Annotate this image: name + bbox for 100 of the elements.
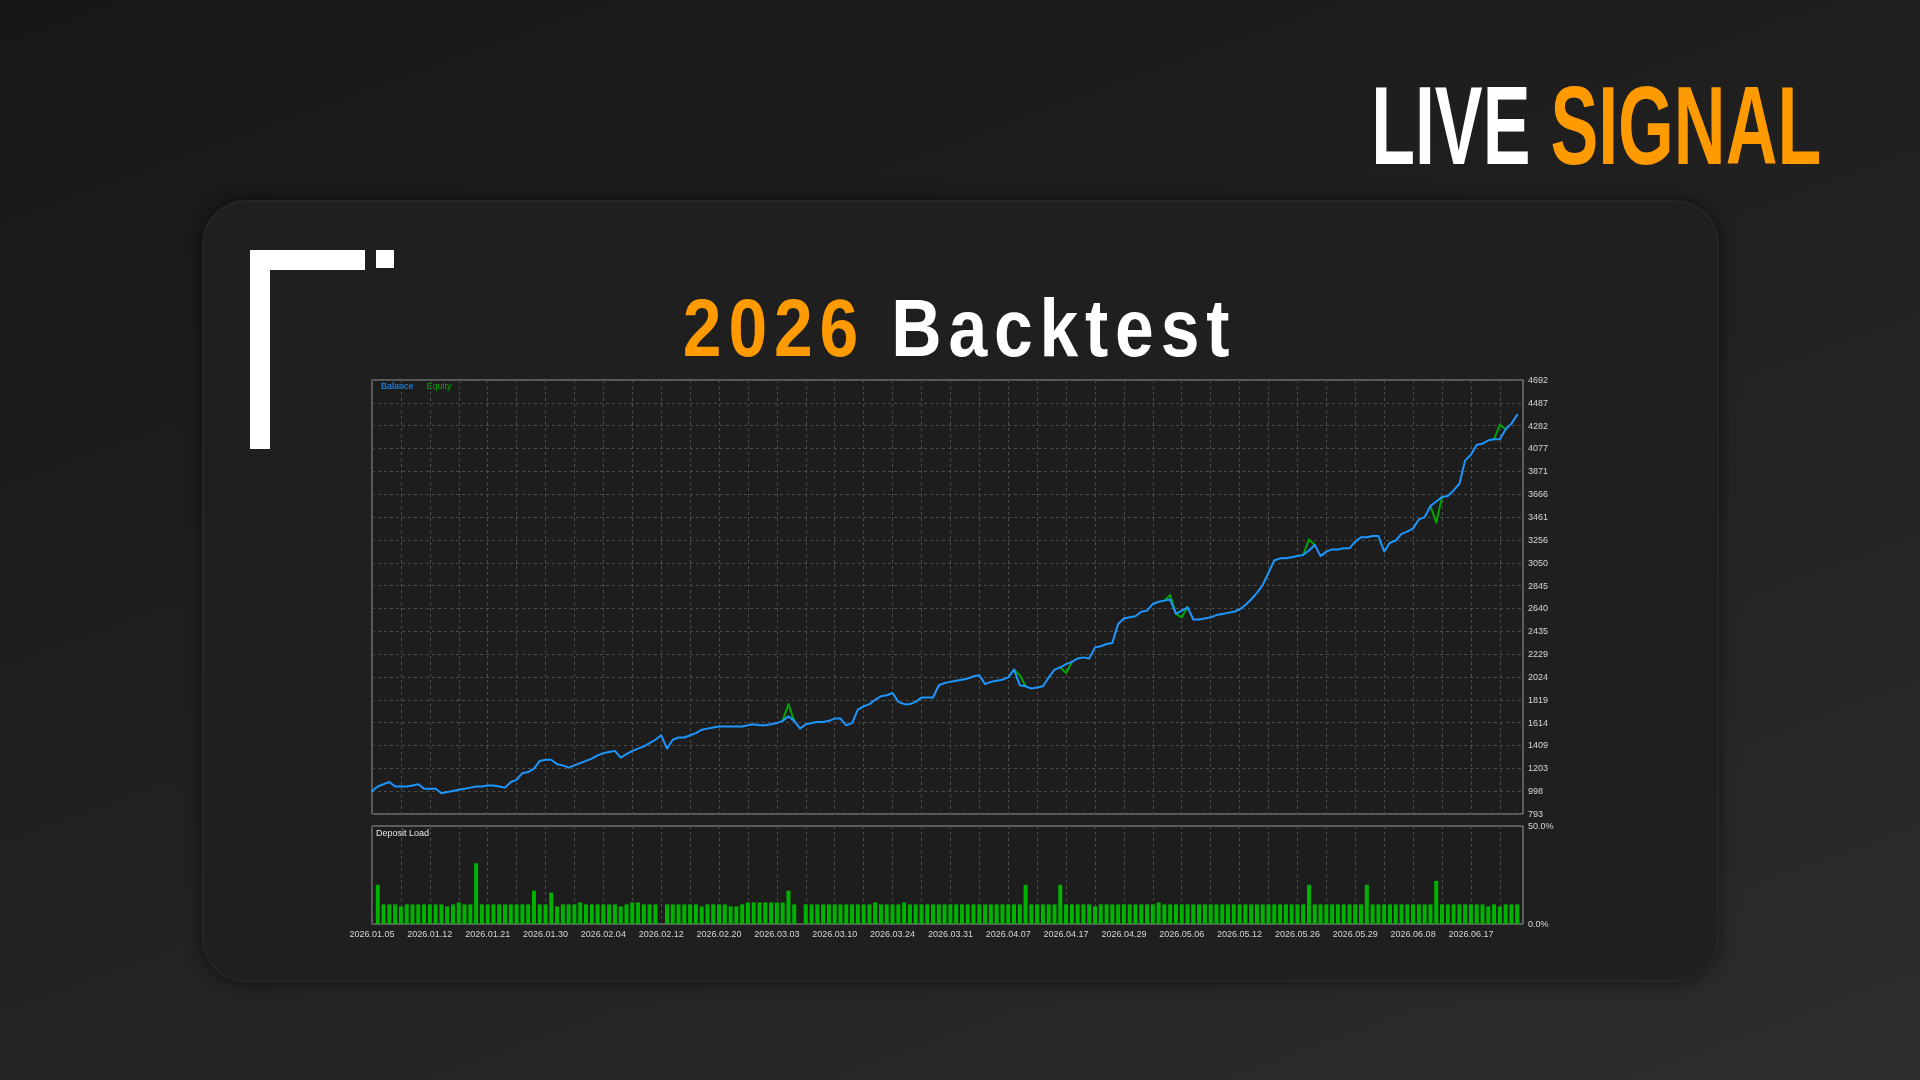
chart-subtitle: LIVE SIGNAL (1370, 63, 1821, 188)
x-tick-label: 2026.05.12 (1217, 928, 1263, 939)
bar (1012, 904, 1017, 924)
y-tick-label: 2640 (1528, 603, 1549, 614)
y-tick-label: 1614 (1528, 717, 1549, 728)
bar (1260, 904, 1265, 924)
y-tick-label: 3666 (1528, 489, 1549, 500)
bar (641, 904, 646, 924)
bar (1278, 904, 1283, 924)
bar (1492, 904, 1497, 924)
bar (393, 904, 398, 924)
bar (884, 904, 889, 924)
y-tick-label: 998 (1528, 786, 1544, 797)
bar (531, 890, 536, 924)
bar (445, 906, 450, 924)
y-tick-label: 1409 (1528, 740, 1549, 751)
x-tick-label: 2026.05.26 (1274, 928, 1320, 939)
bar (1301, 904, 1306, 924)
bar (988, 904, 993, 924)
bar (1283, 904, 1288, 924)
y-tick-label: 2845 (1528, 580, 1549, 591)
x-tick-label: 2026.04.07 (985, 928, 1031, 939)
bar (1330, 904, 1335, 924)
bar (427, 904, 432, 924)
x-tick-label: 2026.06.17 (1448, 928, 1494, 939)
x-tick-label: 2026.03.03 (754, 928, 800, 939)
bar (584, 904, 589, 924)
bar (1474, 904, 1479, 924)
bar (740, 904, 745, 924)
x-tick-label: 2026.02.20 (696, 928, 742, 939)
bar (1035, 904, 1040, 924)
bar (1145, 904, 1150, 924)
bar (1463, 904, 1468, 924)
bar (688, 904, 693, 924)
bar (1197, 904, 1202, 924)
bar (1220, 904, 1225, 924)
bar (578, 902, 583, 924)
bar (398, 906, 403, 924)
bar (1087, 904, 1092, 924)
bar (664, 904, 669, 924)
bar (1411, 904, 1416, 924)
line-series (371, 413, 1519, 795)
y-tick-label: 3050 (1528, 557, 1549, 568)
bar (1139, 904, 1144, 924)
text: Balance (381, 380, 414, 391)
text: Equity (426, 380, 453, 391)
bar (711, 904, 716, 924)
x-tick-label: 2026.01.21 (465, 928, 511, 939)
bar (959, 904, 964, 924)
bar (1173, 904, 1178, 924)
bar (983, 904, 988, 924)
y-tick-label: 3461 (1528, 512, 1549, 523)
bar (508, 904, 513, 924)
bar (722, 904, 727, 924)
x-tick-label: 2026.01.30 (522, 928, 569, 939)
bar (537, 904, 542, 924)
bar (844, 904, 849, 924)
bar (422, 904, 427, 924)
bar (745, 902, 750, 924)
bar (1040, 904, 1045, 924)
y-tick-label: 2229 (1528, 649, 1549, 660)
x-tick-label: 2026.01.12 (407, 928, 453, 939)
bar (1249, 904, 1254, 924)
y-tick-label: 793 (1528, 809, 1544, 819)
bar (1416, 904, 1421, 924)
x-tick-label: 2026.04.29 (1101, 928, 1147, 939)
x-tick-label: 2026.06.08 (1390, 928, 1436, 939)
bar (1017, 904, 1022, 924)
bar (479, 904, 484, 924)
bar (1335, 904, 1340, 924)
bar (902, 902, 907, 924)
x-tick-label: 2026.02.04 (580, 928, 626, 939)
bar (1440, 904, 1445, 924)
y-tick-label: 4077 (1528, 443, 1549, 454)
bar (774, 902, 779, 924)
y-tick-label: 3871 (1528, 466, 1549, 477)
bar (826, 904, 831, 924)
x-tick-label: 2026.02.12 (638, 928, 684, 939)
bar (1179, 904, 1184, 924)
y-tick-label: 1203 (1528, 763, 1549, 774)
bar (954, 904, 959, 924)
x-tick-label: 2026.03.10 (812, 928, 858, 939)
bar (855, 904, 860, 924)
y-tick-label: 3256 (1528, 534, 1549, 545)
bar (1046, 904, 1051, 924)
bar (1168, 904, 1173, 924)
bar (474, 863, 479, 924)
bar (1312, 904, 1317, 924)
x-tick-label: 2026.04.17 (1043, 928, 1089, 939)
x-tick-label: 2026.03.24 (870, 928, 916, 939)
bar (450, 904, 455, 924)
bar (931, 904, 936, 924)
y-tick-label: 4282 (1528, 420, 1549, 431)
bar (965, 904, 970, 924)
bar (1231, 904, 1236, 924)
bar (769, 902, 774, 924)
bar (751, 902, 756, 924)
bar (589, 904, 594, 924)
bar (1254, 904, 1259, 924)
bar (636, 902, 641, 924)
